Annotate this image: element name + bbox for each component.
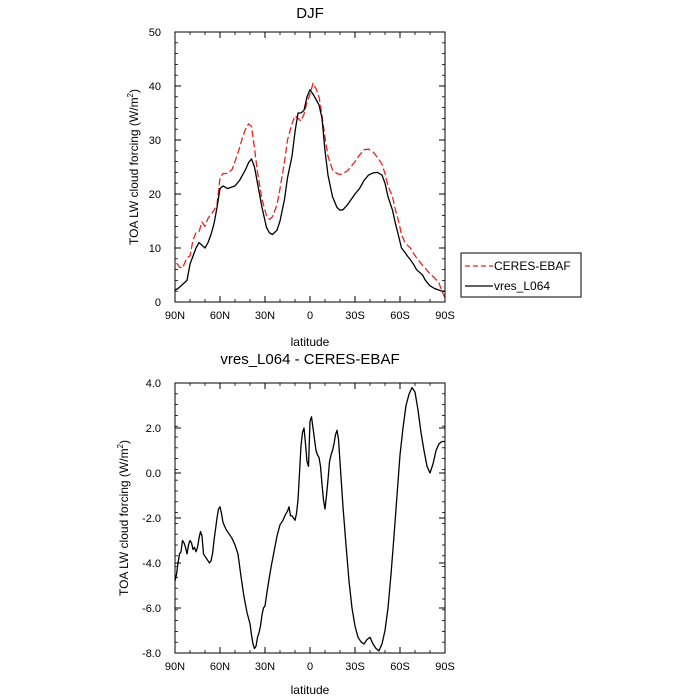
bottom-chart-y-tick-label: -6.0 bbox=[142, 603, 161, 615]
top-chart-y-tick-label: 10 bbox=[149, 243, 161, 255]
top-chart-series-vres-l064-line bbox=[174, 89, 445, 292]
top-chart-marks bbox=[174, 82, 446, 298]
bottom-chart-title: vres_L064 - CERES-EBAF bbox=[220, 351, 399, 368]
top-chart-x-tick-label: 90N bbox=[165, 310, 185, 322]
bottom-chart-x-tick-label: 0 bbox=[307, 661, 313, 673]
bottom-chart-y-tick-label: 0.0 bbox=[146, 468, 161, 480]
bottom-chart-marks bbox=[174, 386, 445, 652]
bottom-chart-panel: vres_L064 - CERES-EBAF 90N 60N 30N 0 30S 60S 9… bbox=[116, 351, 455, 697]
top-chart-panel: DJF 90N 60N 30N 0 30S 60S 90S 0 10 20 30 40 50 TOA L… bbox=[126, 5, 582, 349]
bottom-chart-x-tick-label: 60N bbox=[210, 661, 230, 673]
bottom-chart-y-tick-label: 2.0 bbox=[146, 423, 161, 435]
legend-label-vres: vres_L064 bbox=[494, 279, 550, 293]
top-chart-x-tick-label: 30S bbox=[345, 310, 365, 322]
top-chart-x-tick-label: 60S bbox=[390, 310, 410, 322]
bottom-chart-y-tick-label: -8.0 bbox=[142, 648, 161, 660]
bottom-chart-x-tick-label: 90N bbox=[165, 661, 185, 673]
bottom-chart-y-tick-label: -2.0 bbox=[142, 513, 161, 525]
top-chart-x-tick-label: 60N bbox=[210, 310, 230, 322]
top-chart-x-tick-label: 90S bbox=[435, 310, 455, 322]
bottom-chart-x-axis-label: latitude bbox=[291, 683, 330, 697]
top-chart-title: DJF bbox=[296, 5, 324, 22]
bottom-chart-ticks: 90N 60N 30N 0 30S 60S 90S 4.0 2.0 0.0 -2.0 -4.0 -6.0… bbox=[142, 378, 455, 673]
top-chart-frame bbox=[174, 31, 446, 303]
bottom-chart-y-axis-label: TOA LW cloud forcing (W/m2) bbox=[116, 440, 131, 596]
top-chart-y-tick-label: 50 bbox=[149, 27, 161, 39]
top-chart-x-tick-label: 30N bbox=[255, 310, 275, 322]
top-chart-y-tick-label: 30 bbox=[149, 135, 161, 147]
top-chart-y-tick-label: 40 bbox=[149, 81, 161, 93]
bottom-chart-y-tick-label: -4.0 bbox=[142, 558, 161, 570]
bottom-chart-x-tick-label: 60S bbox=[390, 661, 410, 673]
top-chart-series-ceres-ebaf-line bbox=[175, 82, 446, 298]
bottom-chart-x-tick-label: 90S bbox=[435, 661, 455, 673]
bottom-chart-y-tick-label: 4.0 bbox=[146, 378, 161, 390]
legend-box bbox=[460, 252, 582, 298]
top-chart-ticks: 90N 60N 30N 0 30S 60S 90S 0 10 20 30 40 50 bbox=[149, 27, 455, 322]
top-chart-x-axis-label: latitude bbox=[291, 335, 330, 349]
top-chart-y-tick-label: 0 bbox=[155, 297, 161, 309]
top-chart-legend: CERES-EBAF vres_L064 bbox=[460, 252, 582, 298]
bottom-chart-series-difference-line bbox=[174, 386, 445, 652]
bottom-chart-x-tick-label: 30N bbox=[255, 661, 275, 673]
legend-label-ceres: CERES-EBAF bbox=[494, 259, 571, 273]
top-chart-y-axis-label: TOA LW cloud forcing (W/m2) bbox=[126, 89, 141, 245]
top-chart-x-tick-label: 0 bbox=[307, 310, 313, 322]
top-chart-y-tick-label: 20 bbox=[149, 189, 161, 201]
bottom-chart-x-tick-label: 30S bbox=[345, 661, 365, 673]
